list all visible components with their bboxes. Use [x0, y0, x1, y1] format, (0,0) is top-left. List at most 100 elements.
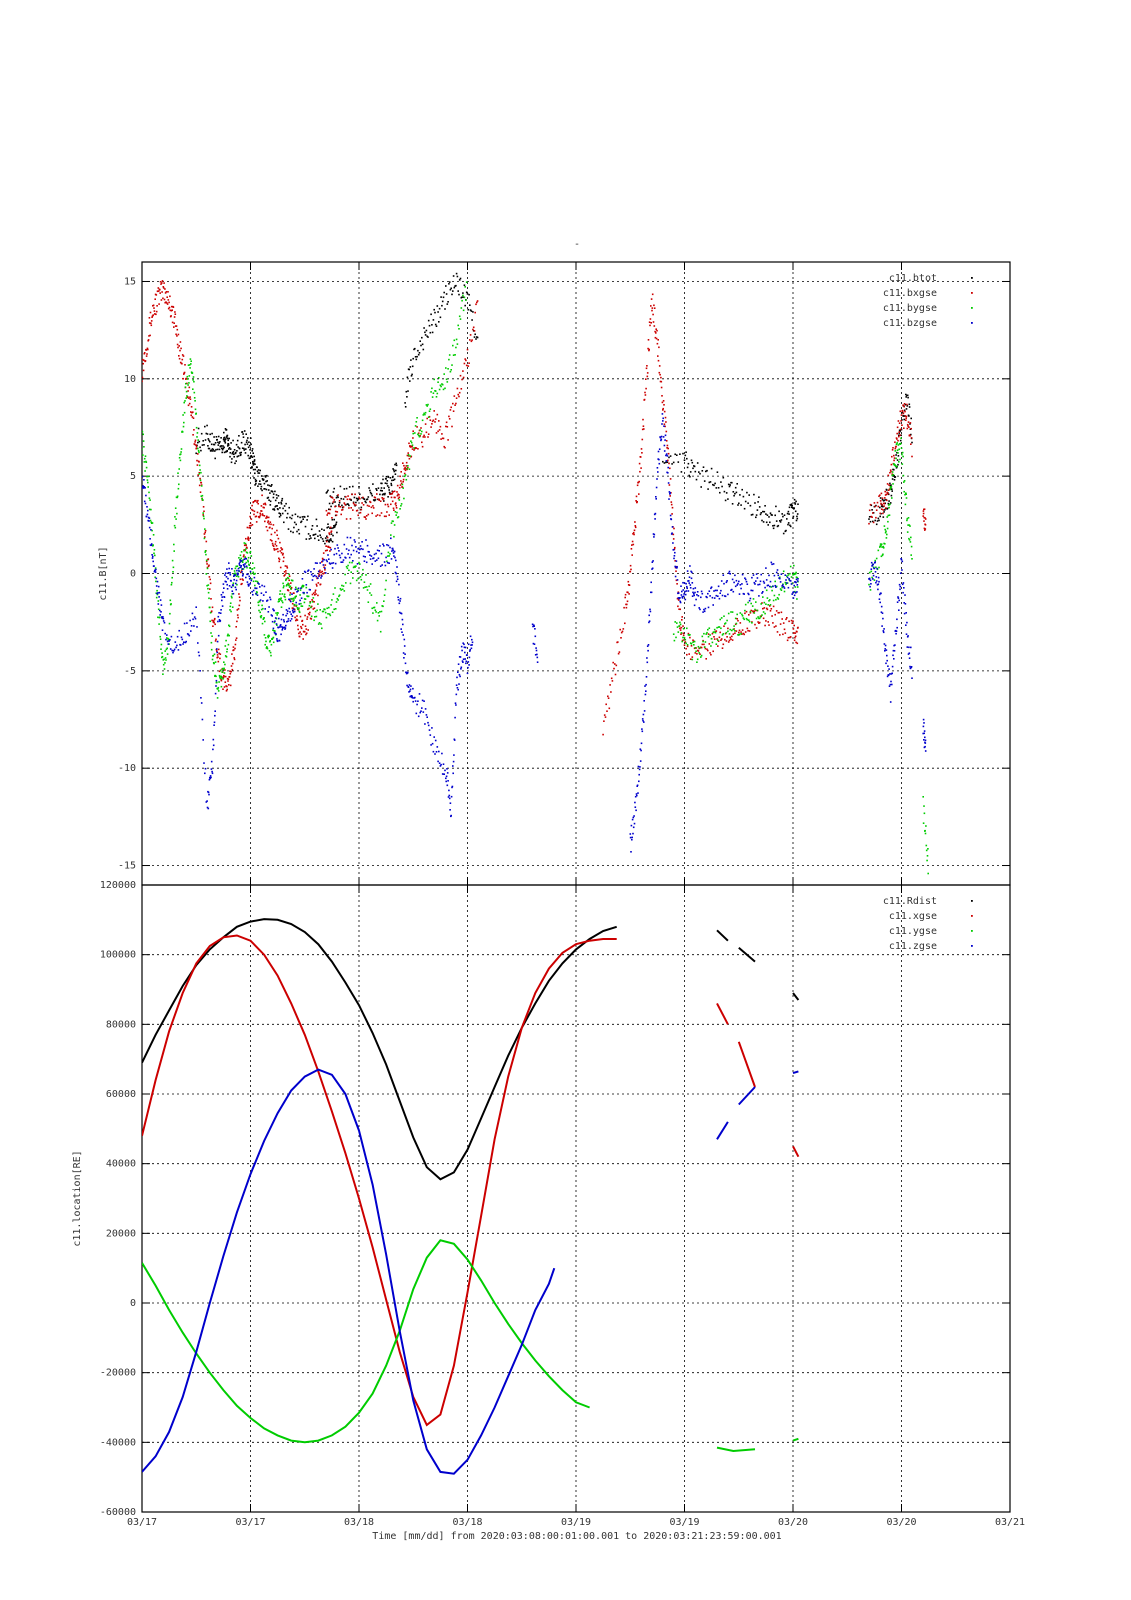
data-point [146, 479, 149, 481]
data-point [355, 497, 358, 500]
data-point [775, 610, 778, 612]
data-point [257, 601, 259, 604]
data-point [880, 505, 883, 508]
data-point [791, 504, 793, 507]
data-point [639, 748, 642, 750]
data-point [637, 481, 640, 484]
data-point [474, 333, 476, 336]
data-point [150, 508, 152, 511]
data-point [662, 420, 664, 422]
data-point [467, 661, 470, 663]
data-point [889, 701, 892, 703]
data-point [924, 832, 927, 835]
data-point [384, 564, 387, 567]
data-point [326, 536, 329, 539]
data-point [146, 475, 148, 478]
data-point [253, 567, 256, 569]
data-point [677, 592, 680, 594]
data-point [744, 577, 746, 579]
data-point [263, 482, 266, 485]
data-point [922, 732, 924, 735]
data-point [147, 475, 150, 478]
data-point [750, 514, 753, 516]
data-point [713, 597, 716, 599]
data-point [432, 319, 435, 321]
data-point [336, 544, 339, 546]
data-point [727, 593, 729, 596]
data-point [773, 594, 776, 597]
data-point [161, 291, 163, 293]
data-point [247, 536, 249, 539]
data-point [420, 344, 422, 347]
data-point [240, 571, 242, 574]
data-point [382, 605, 384, 608]
data-point [434, 323, 437, 326]
data-point [769, 599, 771, 601]
data-point [885, 530, 887, 533]
data-point [636, 501, 638, 503]
data-point [261, 513, 264, 515]
data-point [532, 642, 535, 645]
data-point [168, 306, 171, 309]
data-point [345, 518, 348, 520]
data-point [779, 623, 782, 625]
data-point [205, 801, 208, 803]
data-point [351, 544, 353, 547]
data-point [328, 546, 330, 548]
legend-label: c11.bxgse [883, 288, 937, 299]
data-point [211, 432, 213, 435]
data-point [734, 630, 736, 632]
data-point [650, 322, 652, 324]
data-point [400, 505, 402, 507]
data-point [406, 684, 408, 687]
data-point [675, 570, 677, 572]
data-point [666, 455, 669, 457]
data-point [317, 535, 319, 537]
data-point [654, 518, 656, 520]
data-point [228, 567, 230, 570]
data-point [337, 547, 339, 549]
data-point [241, 568, 244, 570]
data-point [664, 439, 666, 441]
data-point [893, 658, 895, 660]
data-point [297, 628, 299, 631]
data-point [675, 579, 678, 582]
data-point [728, 633, 731, 635]
data-point [192, 376, 195, 378]
data-point [713, 636, 715, 638]
data-point [782, 570, 785, 573]
data-point [671, 532, 673, 534]
data-point [454, 716, 456, 719]
x-tick-label: 03/19 [669, 1517, 699, 1528]
data-point [200, 449, 202, 452]
data-point [445, 378, 448, 381]
data-point [905, 497, 908, 499]
data-point [388, 486, 390, 489]
data-point [900, 414, 903, 416]
data-point [690, 645, 693, 647]
data-point [392, 507, 395, 510]
data-point [345, 548, 348, 550]
data-point [649, 318, 652, 320]
data-point [901, 411, 904, 414]
data-point [425, 431, 428, 434]
data-point [144, 360, 147, 362]
data-point [719, 592, 721, 594]
data-point [882, 509, 885, 511]
data-point [161, 282, 163, 284]
data-point [181, 362, 183, 365]
data-point [150, 529, 152, 531]
data-point [535, 649, 538, 652]
data-point [398, 496, 401, 499]
data-point [668, 462, 670, 465]
data-point [877, 588, 879, 591]
data-point [300, 520, 303, 523]
data-point [314, 574, 316, 577]
data-point [607, 697, 610, 699]
data-point [408, 442, 410, 445]
data-point [424, 413, 426, 416]
data-point [338, 501, 341, 504]
data-point [460, 307, 463, 309]
data-point [383, 497, 385, 500]
data-point [143, 486, 146, 488]
